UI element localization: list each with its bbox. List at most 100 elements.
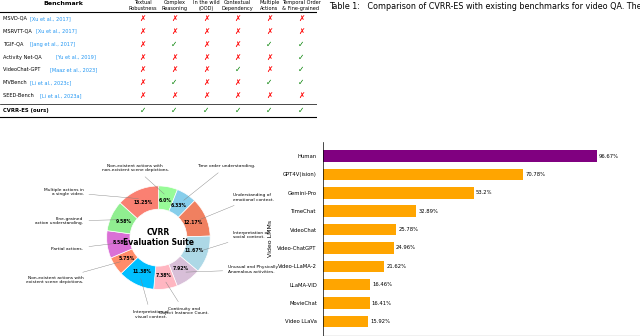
Text: Non-existent actions with
existent scene depictions.: Non-existent actions with existent scene…	[26, 262, 120, 284]
Text: 9.58%: 9.58%	[116, 219, 132, 224]
Text: ✗: ✗	[266, 52, 273, 61]
Text: 32.89%: 32.89%	[419, 209, 438, 214]
Text: MVBench: MVBench	[3, 80, 28, 85]
Text: 12.17%: 12.17%	[184, 220, 203, 225]
Text: 7.38%: 7.38%	[156, 273, 172, 278]
Text: ✓: ✓	[234, 66, 241, 74]
Text: Continuity and
Object Instance Count.: Continuity and Object Instance Count.	[159, 282, 209, 316]
Text: [Xu et al., 2017]: [Xu et al., 2017]	[30, 16, 70, 21]
Bar	[323, 242, 394, 254]
Wedge shape	[120, 186, 159, 218]
Text: [Xu et al., 2017]: [Xu et al., 2017]	[36, 29, 77, 34]
Text: [Maaz et al., 2023]: [Maaz et al., 2023]	[50, 68, 97, 73]
Bar	[323, 279, 370, 290]
Text: ✗: ✗	[140, 52, 146, 61]
Text: ✗: ✗	[203, 40, 209, 49]
Text: In the wild
(OOD): In the wild (OOD)	[193, 0, 220, 11]
Text: ✗: ✗	[298, 91, 304, 100]
Text: ✗: ✗	[203, 27, 209, 36]
Text: Benchmark: Benchmark	[44, 1, 83, 6]
Text: TGIF-QA: TGIF-QA	[3, 42, 25, 47]
Text: 7.92%: 7.92%	[172, 266, 189, 271]
Text: [Li et al., 2023a]: [Li et al., 2023a]	[40, 93, 81, 98]
Wedge shape	[179, 201, 210, 237]
Text: ✗: ✗	[140, 78, 146, 87]
Text: ✗: ✗	[234, 52, 241, 61]
Text: ✓: ✓	[171, 78, 177, 87]
Text: [Li et al., 2023c]: [Li et al., 2023c]	[30, 80, 71, 85]
Text: Unusual and Physically
Anomalous activities.: Unusual and Physically Anomalous activit…	[186, 265, 278, 274]
Text: ✓: ✓	[266, 40, 273, 49]
Text: ✗: ✗	[140, 27, 146, 36]
Bar	[323, 261, 385, 272]
Bar	[323, 206, 416, 217]
Text: Activity Net-QA: Activity Net-QA	[3, 54, 44, 59]
Text: ✗: ✗	[171, 91, 177, 100]
Bar	[323, 150, 596, 162]
Text: Time order understanding.: Time order understanding.	[184, 164, 255, 200]
Text: 21.62%: 21.62%	[387, 264, 406, 269]
Text: Partial actions.: Partial actions.	[51, 244, 113, 251]
Text: ✗: ✗	[234, 78, 241, 87]
Text: ✓: ✓	[171, 40, 177, 49]
Text: [Jang et al., 2017]: [Jang et al., 2017]	[30, 42, 75, 47]
Text: ✓: ✓	[298, 106, 304, 115]
Text: ✓: ✓	[266, 78, 273, 87]
Text: ✗: ✗	[171, 14, 177, 23]
Bar	[323, 224, 396, 235]
Text: 70.78%: 70.78%	[525, 172, 546, 177]
Text: Temporal Order
& Fine-grained: Temporal Order & Fine-grained	[282, 0, 321, 11]
Text: Interpretation of
visual context.: Interpretation of visual context.	[132, 279, 168, 319]
Text: Interpretation of
social context.: Interpretation of social context.	[201, 231, 269, 251]
Text: ✓: ✓	[140, 106, 146, 115]
Text: 11.38%: 11.38%	[132, 269, 152, 275]
Text: ✗: ✗	[203, 91, 209, 100]
Text: ✗: ✗	[234, 14, 241, 23]
Text: 53.2%: 53.2%	[476, 190, 492, 195]
Text: Understanding of
emotional context.: Understanding of emotional context.	[200, 193, 275, 219]
Text: ✗: ✗	[234, 40, 241, 49]
Text: ✗: ✗	[266, 27, 273, 36]
Wedge shape	[159, 186, 177, 211]
Text: Fine-grained
action understanding.: Fine-grained action understanding.	[35, 217, 117, 225]
Bar	[323, 297, 369, 309]
Text: CVRR
Evaluation Suite: CVRR Evaluation Suite	[123, 228, 194, 247]
Bar	[323, 169, 524, 180]
Wedge shape	[121, 257, 156, 289]
Text: Contextual
Dependency: Contextual Dependency	[221, 0, 253, 11]
Text: ✗: ✗	[140, 14, 146, 23]
Text: ✓: ✓	[171, 106, 177, 115]
Text: ✗: ✗	[298, 14, 304, 23]
Wedge shape	[107, 230, 132, 258]
Y-axis label: Video LMMs: Video LMMs	[268, 220, 273, 257]
Wedge shape	[107, 203, 138, 234]
Text: ✓: ✓	[298, 66, 304, 74]
Text: Multiple actions in
a single video.: Multiple actions in a single video.	[44, 188, 138, 199]
Text: ✗: ✗	[140, 40, 146, 49]
Text: 25.78%: 25.78%	[398, 227, 419, 232]
Text: ✓: ✓	[234, 106, 241, 115]
Wedge shape	[111, 249, 138, 274]
Text: 16.46%: 16.46%	[372, 282, 392, 287]
Text: Multiple
Actions: Multiple Actions	[259, 0, 280, 11]
Text: 96.67%: 96.67%	[599, 154, 619, 159]
Text: Textual
Robustness: Textual Robustness	[129, 0, 157, 11]
Text: ✗: ✗	[298, 27, 304, 36]
Text: MSRVTT-QA: MSRVTT-QA	[3, 29, 33, 34]
Wedge shape	[169, 256, 198, 286]
Text: ✗: ✗	[266, 66, 273, 74]
Text: ✓: ✓	[298, 40, 304, 49]
Text: Non-existent actions with
non-existent scene depictions.: Non-existent actions with non-existent s…	[102, 164, 169, 194]
Text: 15.92%: 15.92%	[371, 319, 390, 324]
Text: ✗: ✗	[140, 91, 146, 100]
Bar	[323, 187, 474, 199]
Text: ✗: ✗	[234, 27, 241, 36]
Text: 16.41%: 16.41%	[372, 301, 392, 305]
Text: VideoChat-GPT: VideoChat-GPT	[3, 68, 42, 73]
Text: 6.0%: 6.0%	[159, 198, 172, 203]
Text: ✗: ✗	[171, 52, 177, 61]
Text: ✓: ✓	[298, 52, 304, 61]
Text: CVRR-ES (ours): CVRR-ES (ours)	[3, 108, 49, 113]
Text: ✗: ✗	[203, 14, 209, 23]
Text: ✗: ✗	[266, 91, 273, 100]
